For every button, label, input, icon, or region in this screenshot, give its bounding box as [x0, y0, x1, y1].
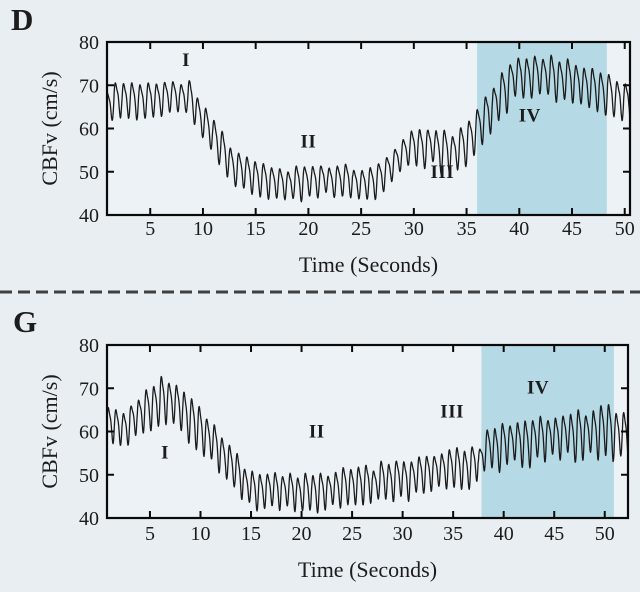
panel-letter: G	[13, 304, 37, 339]
x-axis-label: Time (Seconds)	[299, 252, 438, 277]
x-tick-label: 10	[190, 523, 210, 545]
panel-letter: D	[11, 2, 33, 37]
x-tick-label: 15	[241, 523, 261, 545]
y-tick-label: 40	[79, 205, 99, 227]
y-tick-label: 70	[79, 75, 99, 97]
y-tick-label: 70	[79, 378, 99, 400]
x-tick-label: 40	[509, 218, 529, 240]
y-axis-label: CBFv (cm/s)	[37, 374, 62, 488]
x-tick-label: 5	[145, 523, 155, 545]
x-tick-label: 25	[342, 523, 362, 545]
x-tick-label: 10	[193, 218, 213, 240]
y-axis-label: CBFv (cm/s)	[37, 71, 62, 185]
y-tick-label: 80	[79, 335, 99, 357]
stage-label-iv: IV	[527, 377, 549, 398]
panel-d: 5 10 15 20 25 30 35 40 45 50 40 50 60 70 80 Time (Secon…	[11, 2, 635, 277]
x-tick-label: 20	[298, 218, 318, 240]
x-tick-label: 45	[544, 523, 564, 545]
x-tick-label: 35	[457, 218, 477, 240]
y-tick-label: 50	[79, 162, 99, 184]
y-tick-label: 50	[79, 465, 99, 487]
stage-label-i: I	[182, 50, 190, 71]
x-tick-label: 45	[562, 218, 582, 240]
x-tick-label: 15	[246, 218, 266, 240]
stage-label-iii: III	[440, 402, 464, 423]
stage-label-iii: III	[430, 162, 454, 183]
stage-label-ii: II	[300, 131, 316, 152]
x-tick-label: 30	[404, 218, 424, 240]
stage-label-i: I	[161, 442, 169, 463]
stage-label-ii: II	[309, 422, 325, 443]
stage-label-iv: IV	[519, 106, 541, 127]
panel-g: 5 10 15 20 25 30 35 40 45 50 40 50 60 70 80 Time (Secon…	[13, 304, 630, 582]
y-tick-label: 40	[79, 508, 99, 530]
x-tick-label: 20	[292, 523, 312, 545]
x-tick-label: 40	[494, 523, 514, 545]
x-tick-label: 5	[145, 218, 155, 240]
y-tick-label: 60	[79, 422, 99, 444]
cbfv-waveform-trace	[106, 375, 629, 514]
x-tick-label: 30	[393, 523, 413, 545]
y-tick-label: 60	[79, 119, 99, 141]
x-tick-label: 25	[351, 218, 371, 240]
x-tick-label: 50	[615, 218, 635, 240]
x-tick-label: 35	[443, 523, 463, 545]
cbfv-waveform-trace	[106, 54, 631, 203]
x-axis-label: Time (Seconds)	[298, 557, 437, 582]
y-tick-label: 80	[79, 32, 99, 54]
x-tick-label: 50	[595, 523, 615, 545]
